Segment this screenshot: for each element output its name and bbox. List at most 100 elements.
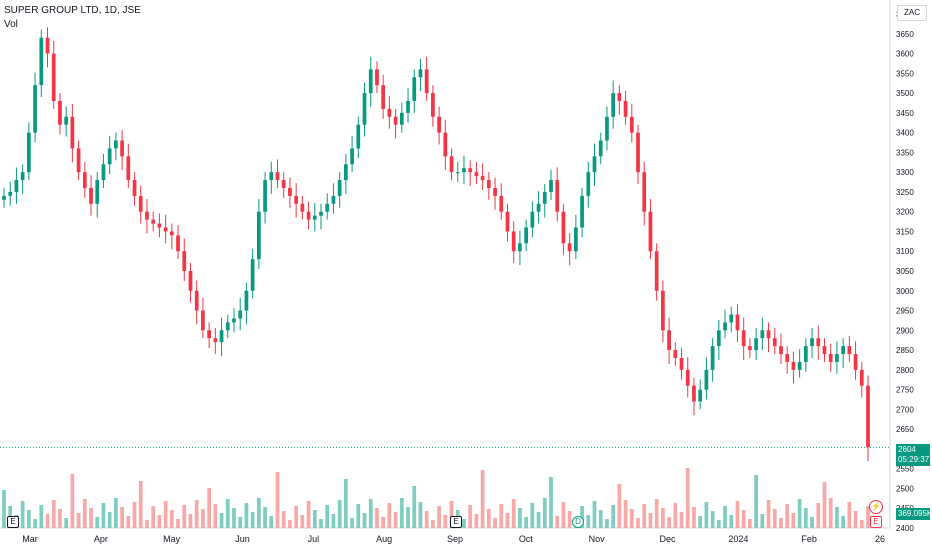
volume-bar	[145, 520, 149, 528]
candle-body	[505, 211, 510, 232]
candle-body	[176, 235, 180, 252]
volume-bar	[679, 512, 684, 528]
candle-body	[151, 219, 156, 224]
candle-body	[418, 69, 423, 78]
earnings-event-icon[interactable]: E	[870, 516, 882, 528]
volume-bar	[772, 509, 777, 528]
earnings-event-icon[interactable]: E	[7, 516, 19, 528]
candle-body	[822, 346, 827, 355]
current-price-badge: 2604 05:29:37	[896, 444, 930, 466]
candle-body	[785, 354, 790, 362]
volume-bar	[710, 511, 715, 528]
volume-bar	[107, 512, 112, 528]
candle-body	[381, 85, 386, 109]
volume-bar	[499, 504, 504, 528]
volume-bar	[853, 511, 858, 528]
candle-body	[331, 195, 336, 204]
candle-body	[393, 116, 398, 125]
candle-body	[107, 148, 112, 165]
volume-bar	[598, 510, 603, 528]
candle-body	[232, 318, 236, 323]
candle-body	[462, 168, 466, 173]
candle-body	[561, 211, 566, 244]
candle-body	[2, 195, 6, 200]
volume-bar	[822, 482, 827, 528]
volume-bar	[375, 508, 379, 528]
currency-button[interactable]: ZAC	[897, 5, 927, 21]
volume-bar	[636, 518, 640, 528]
price-tick-label: 2550	[896, 465, 914, 474]
candle-body	[188, 271, 193, 291]
candle-body	[486, 180, 491, 188]
volume-bar	[766, 500, 771, 528]
dividend-event-icon[interactable]: D	[572, 516, 584, 528]
candle-body	[437, 116, 441, 133]
candle-body	[611, 93, 616, 117]
time-tick-label: Nov	[589, 534, 606, 544]
candle-body	[760, 330, 765, 339]
candle-body	[132, 180, 137, 196]
candle-body	[39, 37, 44, 86]
candle-body	[636, 132, 640, 173]
volume-bar	[698, 516, 703, 528]
price-tick-label: 2750	[896, 386, 914, 395]
volume-bar	[493, 518, 497, 528]
time-tick-label: Mar	[22, 534, 38, 544]
volume-bar	[443, 515, 448, 528]
candle-body	[126, 156, 131, 181]
time-tick-label: Sep	[447, 534, 463, 544]
price-tick-label: 3350	[896, 148, 914, 157]
candle-body	[362, 93, 367, 125]
candle-body	[120, 140, 124, 157]
volume-bar	[716, 520, 721, 528]
candle-body	[89, 187, 93, 204]
volume-bar	[269, 516, 274, 528]
candle-body	[741, 330, 746, 347]
candle-body	[673, 350, 678, 358]
candle-body	[26, 132, 31, 173]
flash-icon[interactable]: ⚡	[869, 500, 883, 514]
volume-bar	[648, 513, 653, 528]
volume-bar	[866, 506, 870, 528]
volume-bar	[201, 509, 205, 528]
candle-body	[70, 116, 75, 149]
volume-bar	[138, 481, 143, 528]
earnings-event-icon[interactable]: E	[450, 516, 462, 528]
candle-body	[853, 354, 858, 370]
candle-body	[468, 168, 473, 173]
candle-body	[847, 346, 852, 355]
volume-bar	[468, 505, 473, 528]
volume-bar	[306, 501, 311, 528]
volume-bar	[785, 504, 790, 528]
candle-body	[238, 310, 243, 319]
volume-bar	[45, 514, 50, 528]
candle-body	[685, 369, 690, 386]
volume-bar	[412, 486, 417, 528]
volume-bar	[381, 517, 386, 528]
volume-bar	[250, 512, 255, 528]
price-tick-label: 3400	[896, 129, 914, 138]
volume-bar	[524, 517, 528, 528]
volume-bar	[101, 503, 106, 528]
price-tick-label: 2500	[896, 484, 914, 493]
candle-body	[605, 116, 609, 141]
volume-bar	[692, 507, 696, 528]
volume-bar	[95, 517, 100, 528]
volume-bar	[256, 498, 261, 528]
time-tick-label: 26	[875, 534, 885, 544]
volume-bar	[406, 507, 410, 528]
candle-body	[592, 156, 597, 173]
price-tick-label: 3250	[896, 188, 914, 197]
candle-body	[698, 389, 703, 402]
volume-bar	[331, 514, 336, 528]
candle-body	[101, 164, 106, 181]
volume-bar	[729, 515, 734, 528]
candle-body	[20, 172, 25, 181]
volume-bar	[337, 500, 342, 528]
candle-body	[493, 187, 497, 196]
volume-bar	[654, 499, 659, 528]
volume-bar	[536, 512, 541, 528]
volume-bar	[213, 504, 218, 528]
candle-body	[716, 330, 721, 347]
price-tick-label: 2900	[896, 326, 914, 335]
